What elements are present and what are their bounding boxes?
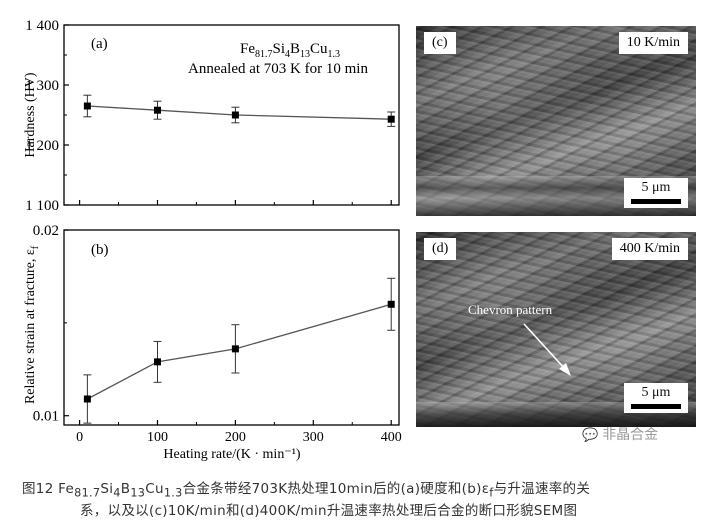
x-tick-label: 400 [381,430,402,445]
sem-c-scale-text: 5 μm [641,180,671,195]
y-tick-label: 1 100 [25,198,59,214]
data-point [387,115,395,123]
data-point [231,345,239,353]
strain-y-axis-label: Relative strain at fracture, εf [23,245,41,404]
sem-c-rate-label: 10 K/min [618,32,688,54]
sem-image-c: (c) 10 K/min 5 μm [416,26,696,216]
strain-plot-frame [63,229,400,426]
data-point [231,111,239,119]
watermark-text: 非晶合金 [602,427,659,443]
y-tick-label: 1 200 [25,138,59,154]
data-point [387,300,395,308]
sem-d-scale-bar: 5 μm [624,383,688,413]
y-tick-label: 0.02 [33,223,59,239]
x-tick-label: 100 [147,430,168,445]
scale-bar-line [631,199,681,204]
hardness-chart: (a) Hardness (HV) Fe81.7Si4B13Cu1.3 Anne… [23,18,400,214]
caption-line-2: 系，以及以(c)10K/min和(d)400K/min升温速率热处理后合金的断口… [80,503,578,519]
strain-panel-label: (b) [91,242,109,258]
annealing-annotation: Annealed at 703 K for 10 min [188,61,368,77]
figure-charts: (a) Hardness (HV) Fe81.7Si4B13Cu1.3 Anne… [23,18,402,462]
hardness-y-axis-label: Hardness (HV) [23,72,38,157]
data-point [83,102,91,110]
wechat-icon: 💬 [582,428,599,443]
y-tick-label: 1 300 [25,78,59,94]
chevron-pattern-annotation: Chevron pattern [468,302,553,317]
hardness-panel-label: (a) [91,36,108,52]
sem-d-scale-text: 5 μm [641,385,671,400]
watermark: 💬 非晶合金 [582,424,658,444]
scale-bar-line [631,404,681,409]
sem-d-rate-label: 400 K/min [611,238,688,260]
composition-annotation: Fe81.7Si4B13Cu1.3 [240,41,340,60]
data-point [83,395,91,403]
x-axis-label: Heating rate/(K · min⁻¹) [163,447,300,462]
sem-d-panel-label: (d) [424,238,457,260]
sem-image-d: (d) 400 K/min Chevron pattern 5 μm [416,232,696,427]
series-line [87,105,392,120]
data-point [153,106,161,114]
y-tick-label: 0.01 [33,409,59,425]
y-tick-label: 1 400 [25,18,59,34]
x-tick-label: 200 [225,430,246,445]
caption-line-1: 图12 Fe81.7Si4B13Cu1.3合金条带经703K热处理10min后的… [22,481,591,500]
strain-chart: (b) Relative strain at fracture, εf Heat… [23,223,402,462]
x-tick-label: 300 [303,430,324,445]
sem-c-panel-label: (c) [424,32,456,54]
series-line [87,303,392,400]
x-tick-label: 0 [76,430,83,445]
data-point [153,358,161,366]
chevron-arrow-icon [523,323,571,376]
sem-c-scale-bar: 5 μm [624,178,688,208]
